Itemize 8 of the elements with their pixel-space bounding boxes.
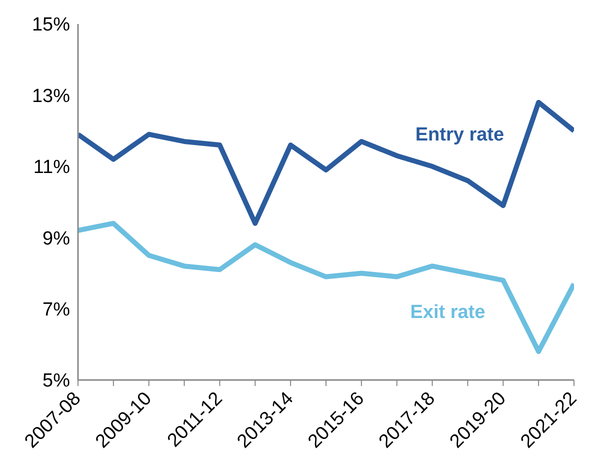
y-tick-label: 15%	[32, 14, 70, 36]
y-tick-label: 9%	[42, 228, 70, 250]
y-tick-label: 5%	[42, 370, 70, 392]
y-tick-label: 13%	[32, 86, 70, 107]
series-label: Exit rate	[410, 302, 486, 324]
y-tick-label: 7%	[42, 300, 70, 321]
series-label: Entry rate	[415, 124, 504, 146]
y-tick-label: 11%	[33, 157, 70, 178]
